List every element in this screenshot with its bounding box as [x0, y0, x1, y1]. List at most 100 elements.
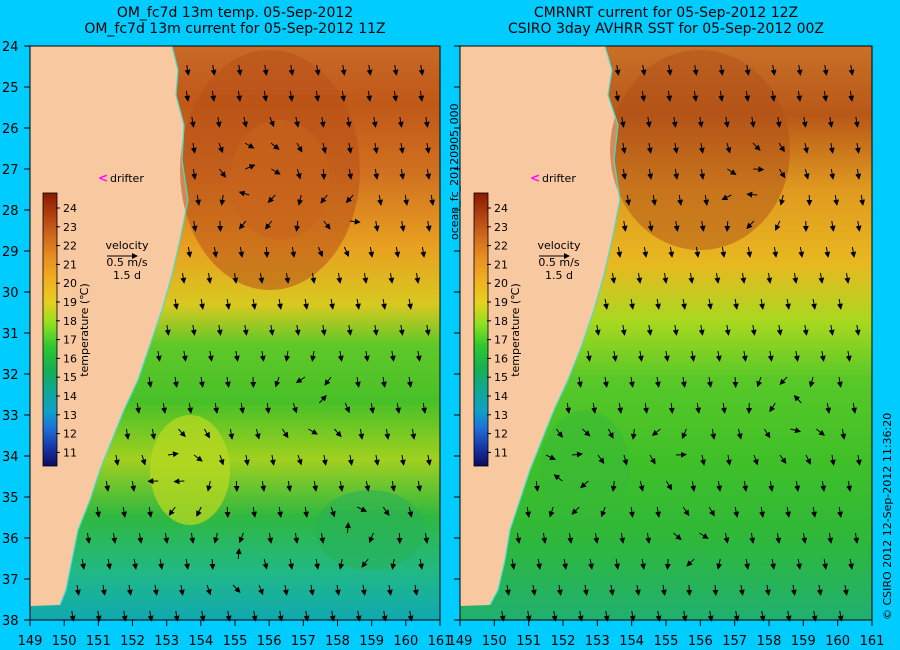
right-title-line1: CMRNRT current for 05-Sep-2012 12Z: [533, 5, 799, 21]
current-arrow: [158, 558, 164, 570]
current-arrow: [833, 194, 840, 206]
current-arrow: [689, 350, 696, 362]
left-colorbar: 24 23 22 21 20 19 18 17 16 15 14 13 12 11 temperature…: [42, 192, 91, 467]
current-arrow: [296, 454, 303, 466]
right-map-panel: [459, 45, 873, 622]
current-arrow: [371, 116, 378, 128]
current-arrow: [775, 532, 782, 544]
lon-label: 159: [791, 634, 816, 649]
current-arrow: [690, 480, 697, 492]
current-arrow: [206, 272, 213, 284]
current-arrow: [816, 584, 823, 596]
current-arrow: [718, 64, 725, 76]
lat-label: 26: [2, 122, 19, 137]
current-arrow: [262, 64, 269, 76]
current-arrow: [268, 324, 275, 336]
current-arrow: [384, 428, 391, 440]
current-arrow: [173, 478, 185, 485]
current-arrow: [642, 246, 649, 258]
current-arrow: [297, 194, 303, 206]
current-arrow: [124, 428, 131, 440]
current-arrow: [733, 610, 740, 622]
right-warm-core: [610, 50, 790, 250]
current-arrow: [710, 428, 717, 440]
current-arrow: [85, 532, 92, 544]
current-arrow: [778, 142, 785, 153]
current-arrow: [793, 350, 800, 362]
current-arrow: [746, 191, 758, 198]
current-arrow: [232, 584, 241, 593]
current-arrow: [344, 522, 351, 534]
current-arrow: [853, 116, 860, 128]
right-velocity-scale: 0.5 m/s: [538, 256, 579, 269]
current-arrow: [785, 298, 791, 310]
lon-label: 159: [359, 634, 384, 649]
current-arrow: [178, 584, 185, 596]
colorbar-tick-label: 13: [494, 409, 508, 422]
current-arrow: [665, 480, 673, 491]
current-arrow: [628, 376, 635, 388]
current-arrow: [269, 454, 276, 466]
current-arrow: [258, 584, 264, 596]
colorbar-tick-label: 19: [494, 296, 508, 309]
lon-label: 156: [257, 634, 282, 649]
current-arrow: [168, 506, 176, 516]
left-drifter-label: drifter: [110, 172, 144, 185]
current-arrow: [368, 246, 375, 258]
colorbar-tick-label: 14: [63, 390, 77, 403]
left-velocity-label: velocity: [106, 239, 149, 252]
current-arrow: [372, 142, 379, 154]
current-arrow: [336, 272, 343, 284]
current-arrow: [697, 116, 704, 128]
current-arrow: [421, 402, 428, 414]
left-current-arrows: [69, 64, 436, 622]
current-arrow: [655, 506, 661, 518]
current-arrow: [338, 480, 345, 492]
current-arrow: [271, 168, 281, 175]
lon-label: 156: [688, 634, 713, 649]
lat-label: 29: [2, 245, 19, 260]
current-arrow: [718, 90, 725, 102]
current-arrow: [150, 428, 157, 440]
current-arrow: [668, 246, 675, 258]
current-arrow: [399, 454, 406, 466]
current-arrow: [268, 116, 275, 128]
current-arrow: [189, 116, 196, 128]
current-arrow: [288, 64, 295, 76]
current-arrow: [774, 220, 781, 231]
current-arrow: [822, 90, 829, 102]
current-arrow: [319, 532, 326, 544]
current-arrow: [794, 480, 801, 492]
current-arrow: [746, 220, 755, 230]
current-arrow: [750, 324, 757, 336]
right-drifter-marker: <: [530, 171, 540, 185]
current-arrow: [846, 480, 853, 492]
current-arrow: [320, 324, 327, 336]
current-arrow: [616, 246, 623, 258]
current-arrow: [796, 64, 803, 76]
colorbar-tick-label: 24: [63, 202, 77, 215]
current-arrow: [611, 350, 618, 362]
current-arrow: [672, 142, 679, 154]
lat-label: 28: [2, 204, 19, 219]
colorbar-tick-label: 23: [63, 221, 77, 234]
current-arrow: [545, 454, 556, 460]
current-arrow: [714, 272, 721, 284]
current-arrow: [753, 166, 765, 173]
current-arrow: [262, 558, 269, 570]
colorbar-tick-label: 20: [63, 277, 77, 290]
current-arrow: [152, 584, 159, 596]
current-arrow: [585, 350, 592, 362]
lon-label: 149: [448, 634, 473, 649]
current-arrow: [317, 246, 324, 258]
current-arrow: [803, 142, 809, 154]
current-arrow: [198, 376, 205, 388]
lon-label: 161: [860, 634, 885, 649]
current-arrow: [219, 194, 226, 206]
current-arrow: [638, 480, 645, 492]
current-arrow: [286, 480, 293, 492]
current-arrow: [406, 376, 413, 388]
current-arrow: [74, 584, 81, 596]
left-colorbar-ticks: 24 23 22 21 20 19 18 17 16 15 14 13 12 11: [56, 202, 77, 459]
current-arrow: [381, 298, 387, 310]
